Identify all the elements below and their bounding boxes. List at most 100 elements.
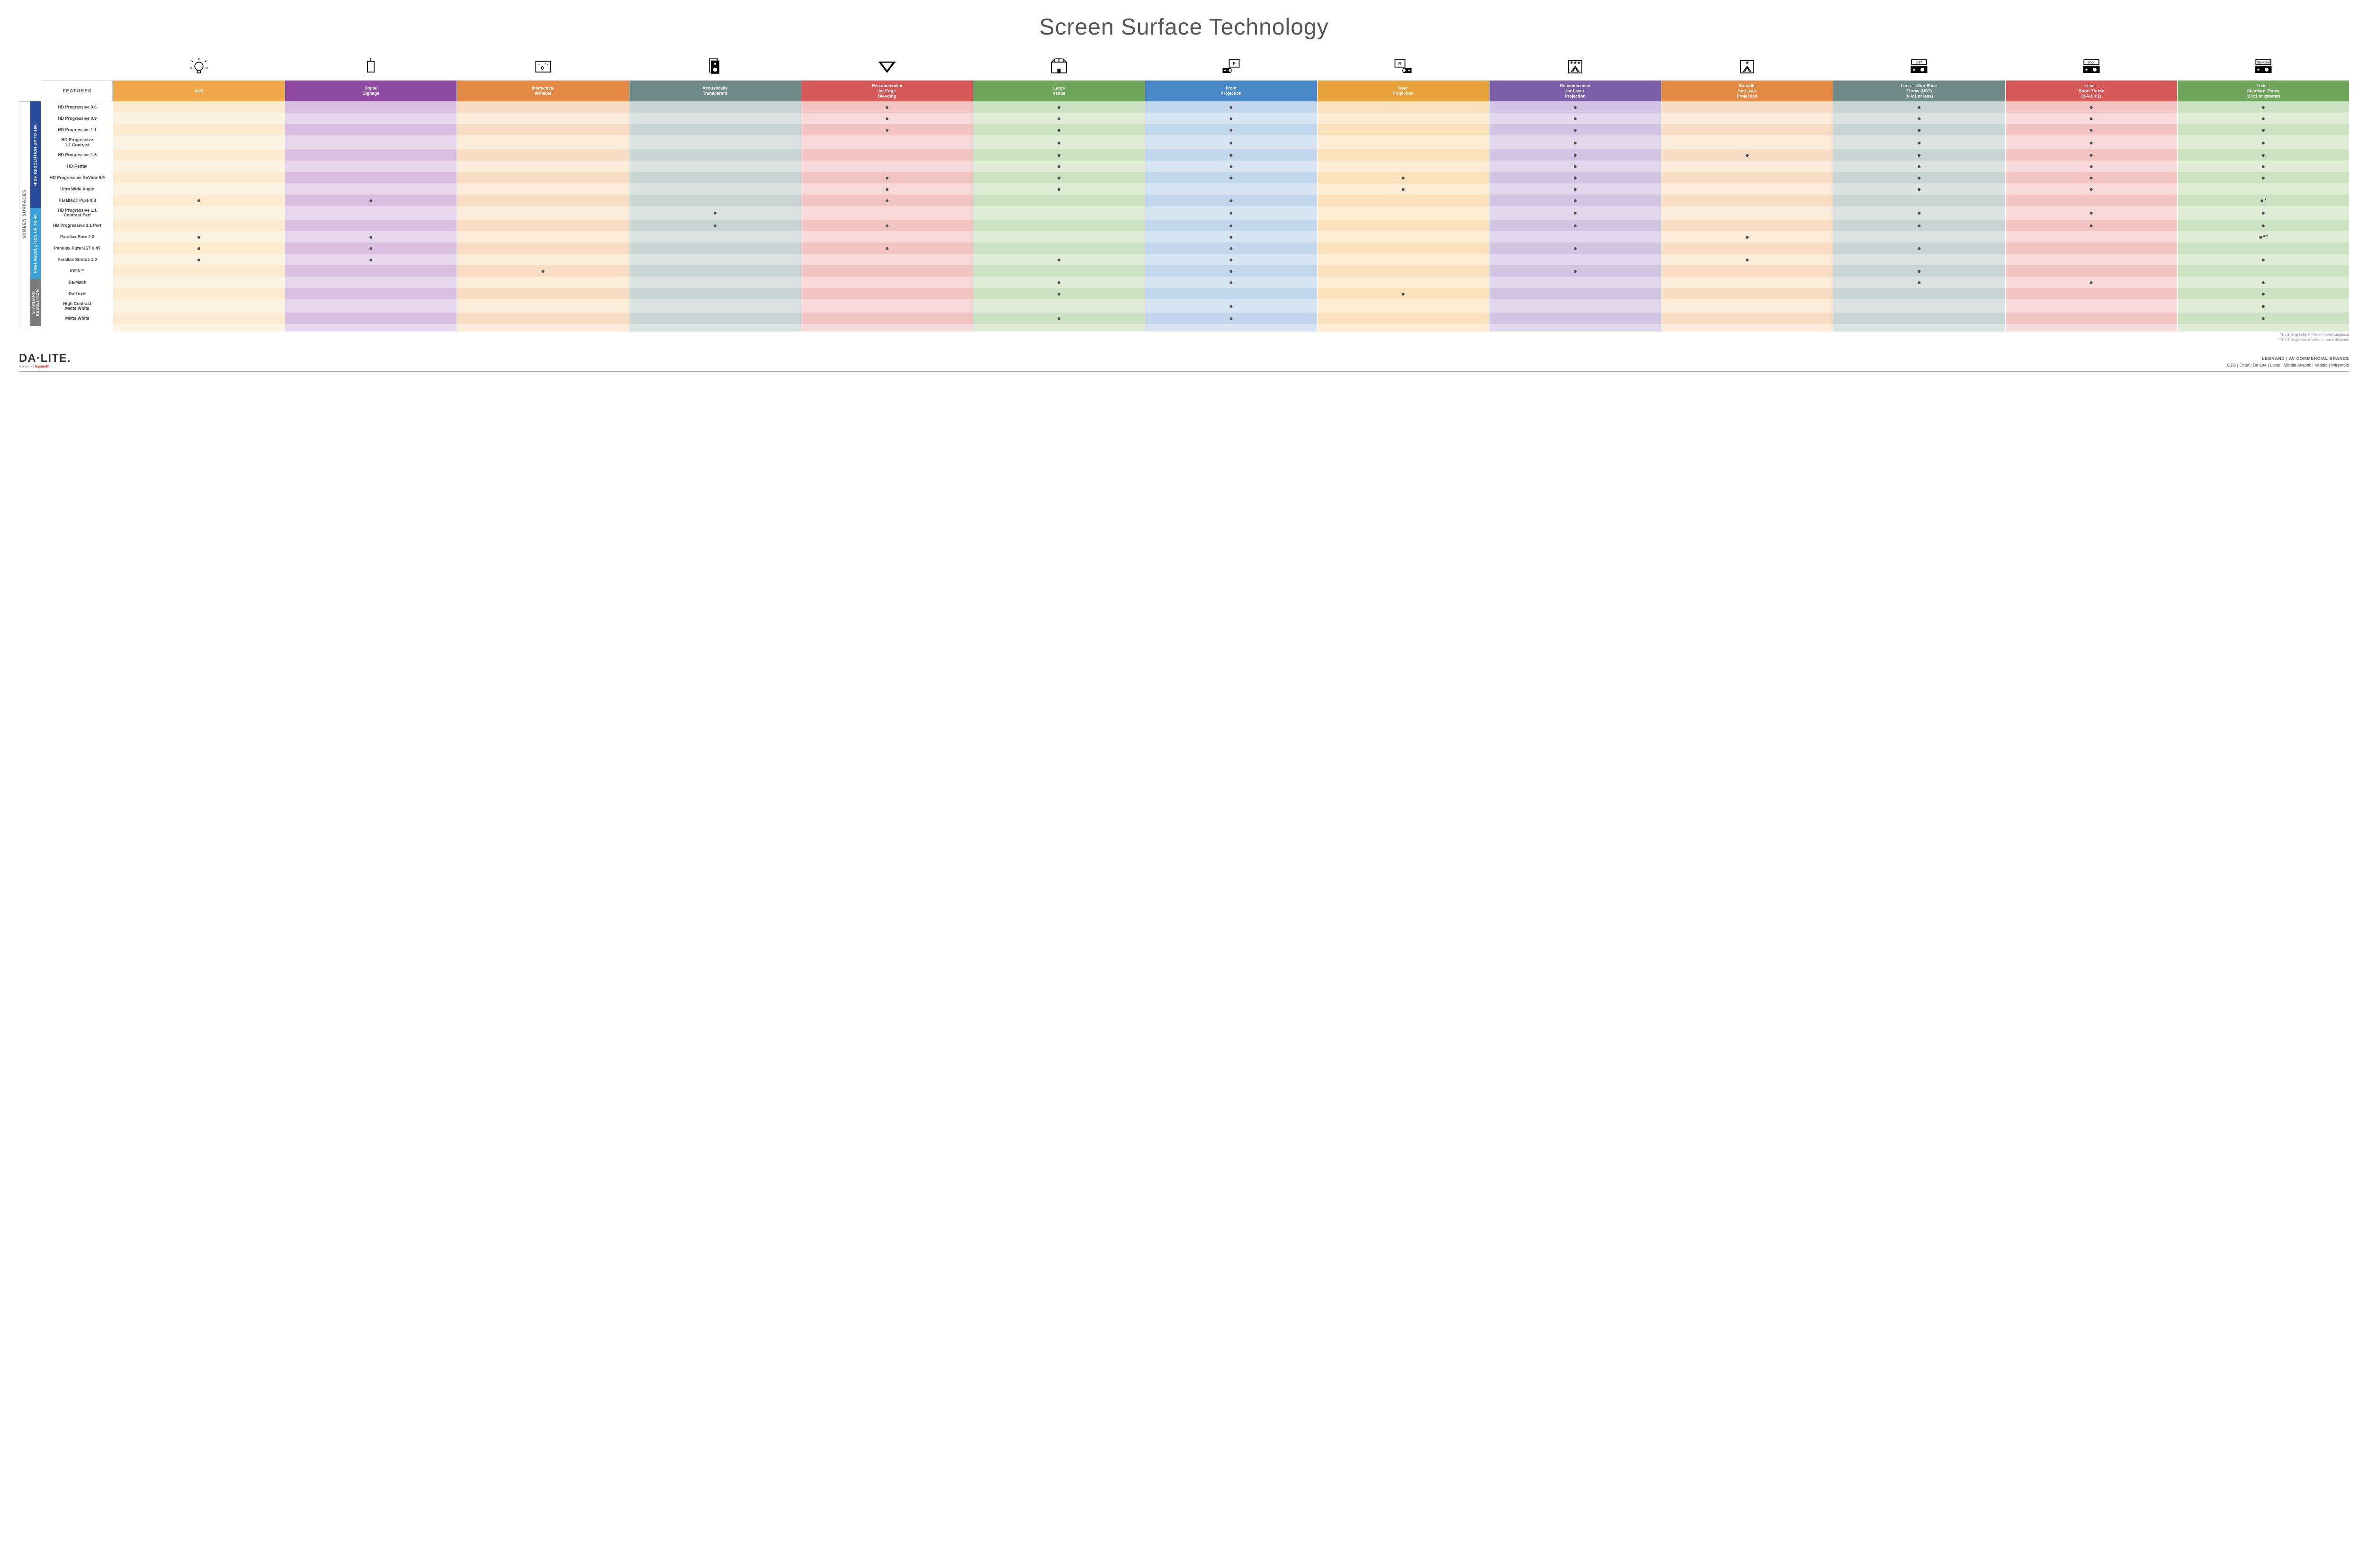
cell-15-std: ●	[2178, 277, 2349, 288]
cell-18-rear	[1318, 313, 1489, 324]
cell-4-edge	[801, 149, 973, 161]
cell-3-rear	[1318, 135, 1489, 149]
cell-3-reclaser: ●	[1489, 135, 1661, 149]
data-row-15: Da-Mat®●●●●●	[42, 277, 2349, 288]
row-label-17: High ContrastMatte White	[42, 299, 113, 313]
cell-1-venue: ●	[973, 113, 1145, 124]
cell-8-suitlaser	[1661, 195, 1833, 206]
cell-10-short: ●	[2006, 220, 2177, 231]
cell-13-signage: ●	[285, 254, 457, 265]
icon-ust: UST	[1833, 52, 2005, 81]
cell-12-suitlaser	[1661, 242, 1833, 254]
cell-16-ust	[1833, 288, 2005, 299]
cell-18-short	[2006, 313, 2177, 324]
cell-8-alr: ●	[113, 195, 285, 206]
icon-alr	[113, 52, 285, 81]
svg-text:R: R	[1398, 61, 1401, 66]
cell-10-std: ●	[2178, 220, 2349, 231]
col-header-edge: Recommendedfor EdgeBlending	[801, 81, 973, 101]
cell-8-short	[2006, 195, 2177, 206]
icon-reclaser: ★★★	[1489, 52, 1661, 81]
cell-10-signage	[285, 220, 457, 231]
cell-7-alr	[113, 183, 285, 195]
cell-16-edge	[801, 288, 973, 299]
cell-6-alr	[113, 172, 285, 183]
row-label-15: Da-Mat®	[42, 277, 113, 288]
cell-6-interactive	[457, 172, 628, 183]
row-label-14: IDEA™	[42, 265, 113, 277]
features-header: FEATURES	[42, 81, 113, 101]
cell-12-venue	[973, 242, 1145, 254]
cell-6-acoustic	[629, 172, 801, 183]
cell-3-acoustic	[629, 135, 801, 149]
cell-9-reclaser: ●	[1489, 206, 1661, 220]
cell-4-front: ●	[1145, 149, 1317, 161]
cell-15-front: ●	[1145, 277, 1317, 288]
cell-14-alr	[113, 265, 285, 277]
alr-icon	[189, 56, 209, 76]
cell-5-std: ●	[2178, 161, 2349, 172]
cell-5-interactive	[457, 161, 628, 172]
cell-15-acoustic	[629, 277, 801, 288]
brands-block: LEGRAND | AV COMMERCIAL BRANDS C2G | Chi…	[2227, 356, 2349, 368]
cell-2-ust: ●	[1833, 124, 2005, 135]
cell-6-venue: ●	[973, 172, 1145, 183]
cell-17-std: ●	[2178, 299, 2349, 313]
cell-9-alr	[113, 206, 285, 220]
cell-14-interactive: ●	[457, 265, 628, 277]
data-row-7: Ultra Wide Angle●●●●●●	[42, 183, 2349, 195]
row-label-11: Parallax Pure 2.3	[42, 231, 113, 242]
cell-14-short	[2006, 265, 2177, 277]
cell-13-short	[2006, 254, 2177, 265]
cell-9-interactive	[457, 206, 628, 220]
cell-17-venue	[973, 299, 1145, 313]
cell-5-rear	[1318, 161, 1489, 172]
cell-12-acoustic	[629, 242, 801, 254]
icon-interactive	[457, 52, 628, 81]
cell-2-venue: ●	[973, 124, 1145, 135]
cell-14-acoustic	[629, 265, 801, 277]
rear-icon: R	[1393, 56, 1413, 76]
row-label-12: Parallax Pure UST 0.45	[42, 242, 113, 254]
venue-icon	[1049, 56, 1069, 76]
cell-10-suitlaser	[1661, 220, 1833, 231]
cell-6-suitlaser	[1661, 172, 1833, 183]
cell-12-reclaser: ●	[1489, 242, 1661, 254]
cell-16-std: ●	[2178, 288, 2349, 299]
cell-2-suitlaser	[1661, 124, 1833, 135]
row-label-16: Da-Tex®	[42, 288, 113, 299]
cell-14-rear	[1318, 265, 1489, 277]
data-row-10: HD Progressive 1.1 Perf●●●●●●●	[42, 220, 2349, 231]
cell-3-edge	[801, 135, 973, 149]
cell-9-std: ●	[2178, 206, 2349, 220]
cell-17-reclaser	[1489, 299, 1661, 313]
cell-13-acoustic	[629, 254, 801, 265]
cell-14-std	[2178, 265, 2349, 277]
cell-2-reclaser: ●	[1489, 124, 1661, 135]
cell-3-alr	[113, 135, 285, 149]
cell-14-front: ●	[1145, 265, 1317, 277]
col-header-signage: DigitalSignage	[285, 81, 457, 101]
cell-16-interactive	[457, 288, 628, 299]
cell-6-ust: ●	[1833, 172, 2005, 183]
cell-8-rear	[1318, 195, 1489, 206]
cell-4-interactive	[457, 149, 628, 161]
icon-venue	[973, 52, 1145, 81]
cell-14-suitlaser	[1661, 265, 1833, 277]
cell-7-rear: ●	[1318, 183, 1489, 195]
cell-11-std: ●**	[2178, 231, 2349, 242]
side-group-2: STANDARD RESOLUTION	[30, 279, 41, 326]
cell-2-std: ●	[2178, 124, 2349, 135]
cell-15-rear	[1318, 277, 1489, 288]
cell-11-short	[2006, 231, 2177, 242]
icon-edge	[801, 52, 973, 81]
data-row-12: Parallax Pure UST 0.45●●●●●●	[42, 242, 2349, 254]
cell-9-short: ●	[2006, 206, 2177, 220]
cell-11-venue	[973, 231, 1145, 242]
data-row-5: HD Rental●●●●●●	[42, 161, 2349, 172]
cell-17-interactive	[457, 299, 628, 313]
cell-10-front: ●	[1145, 220, 1317, 231]
cell-17-signage	[285, 299, 457, 313]
cell-16-venue: ●	[973, 288, 1145, 299]
cell-14-edge	[801, 265, 973, 277]
